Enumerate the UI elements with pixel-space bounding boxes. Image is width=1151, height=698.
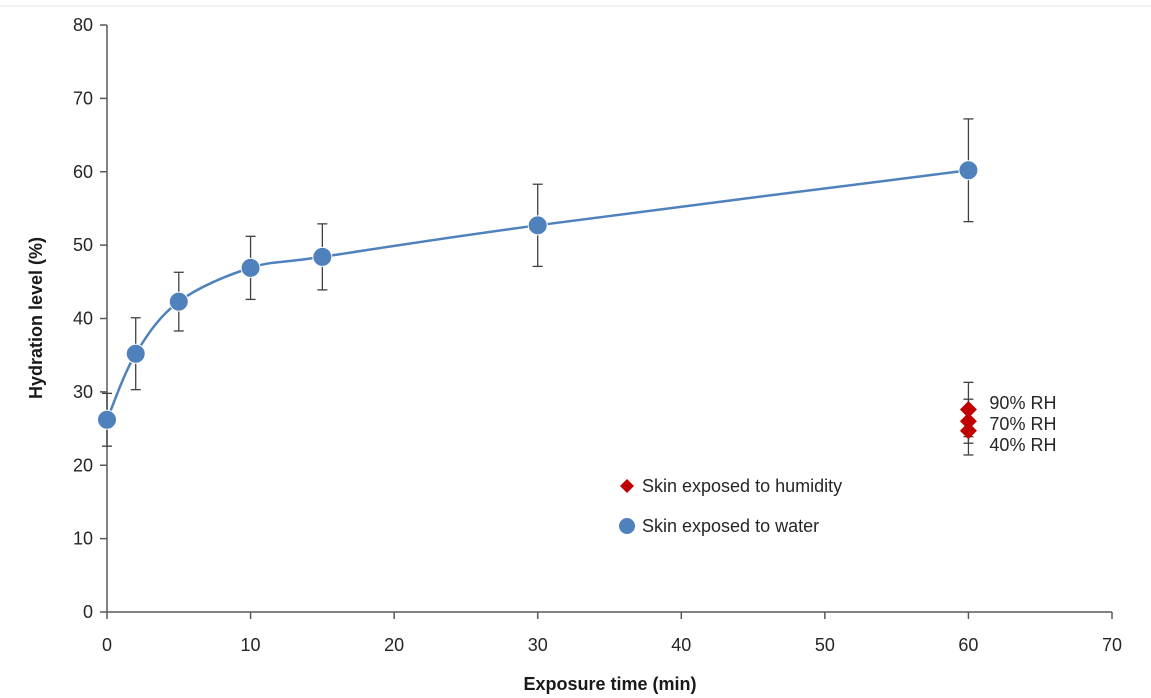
y-tick-label: 60 [73,162,93,182]
x-tick-label: 70 [1102,635,1122,655]
y-tick-label: 20 [73,455,93,475]
water-data-point [168,291,189,312]
legend: Skin exposed to humidity Skin exposed to … [619,476,842,536]
x-tick-label: 20 [384,635,404,655]
legend-label: Skin exposed to humidity [642,476,842,496]
water-data-point [97,409,117,430]
water-data-point [527,215,548,236]
water-data-point [312,246,333,267]
x-tick-label: 40 [671,635,691,655]
humidity-point-label: 40% RH [989,435,1056,455]
y-tick-label: 70 [73,88,93,108]
humidity-point-label: 70% RH [989,414,1056,434]
legend-diamond-marker [620,479,634,493]
x-tick-label: 10 [241,635,261,655]
humidity-data-point [959,400,977,418]
x-tick-label: 60 [958,635,978,655]
y-tick-label: 80 [73,15,93,35]
y-tick-label: 10 [73,529,93,549]
x-tick-label: 0 [102,635,112,655]
humidity-data-point [959,422,977,440]
water-data-point [240,257,261,278]
water-data-point [958,160,979,181]
water-series-line [105,169,969,421]
y-axis-title: Hydration level (%) [26,237,46,399]
plot-area: 0 10 20 30 40 50 60 70 80 0 10 20 30 40 50 60 70 90% RH70… [73,15,1122,655]
y-tick-label: 40 [73,309,93,329]
y-tick-label: 0 [83,602,93,622]
y-tick-label: 30 [73,382,93,402]
water-data-point [125,343,146,364]
humidity-data-point [959,412,977,430]
humidity-point-label: 90% RH [989,393,1056,413]
legend-circle-marker [619,518,635,534]
y-tick-label: 50 [73,235,93,255]
x-tick-label: 50 [815,635,835,655]
x-axis-title: Exposure time (min) [523,674,696,694]
x-tick-label: 30 [528,635,548,655]
legend-label: Skin exposed to water [642,516,819,536]
